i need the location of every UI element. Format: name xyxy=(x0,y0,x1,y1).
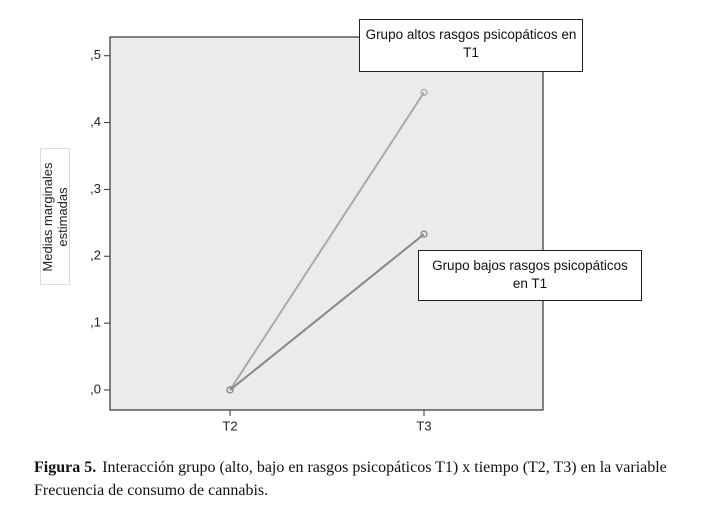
series-label: Grupo altos rasgos psicopáticos en T1 xyxy=(359,19,583,72)
series-label: Grupo bajos rasgos psicopáticos en T1 xyxy=(418,250,642,301)
y-tick-label: ,4 xyxy=(90,114,101,129)
caption-text: Interacción grupo (alto, bajo en rasgos … xyxy=(34,459,667,499)
chart: ,0 ,1 ,2 ,3 ,4 ,5 T2 T3 xyxy=(90,36,544,433)
x-tick-label: T2 xyxy=(222,418,237,433)
point xyxy=(420,88,428,97)
figure-label: Figura 5. xyxy=(34,459,97,476)
y-tick-label: ,2 xyxy=(90,248,101,263)
y-tick-label: ,1 xyxy=(90,315,101,330)
y-tick-label: ,5 xyxy=(90,47,101,62)
y-axis-label-box: Medias marginales estimadas xyxy=(40,148,70,285)
y-tick-label: ,0 xyxy=(90,381,101,396)
series-line xyxy=(229,91,425,391)
point xyxy=(226,386,234,394)
point xyxy=(420,230,428,238)
series-line xyxy=(229,233,425,391)
x-tick-label: T3 xyxy=(416,418,431,433)
caption: Figura 5. Interacción grupo (alto, bajo e… xyxy=(34,456,674,502)
y-axis-label: Medias marginales estimadas xyxy=(40,161,70,272)
plot-area xyxy=(109,36,544,411)
y-tick-label: ,3 xyxy=(90,181,101,196)
